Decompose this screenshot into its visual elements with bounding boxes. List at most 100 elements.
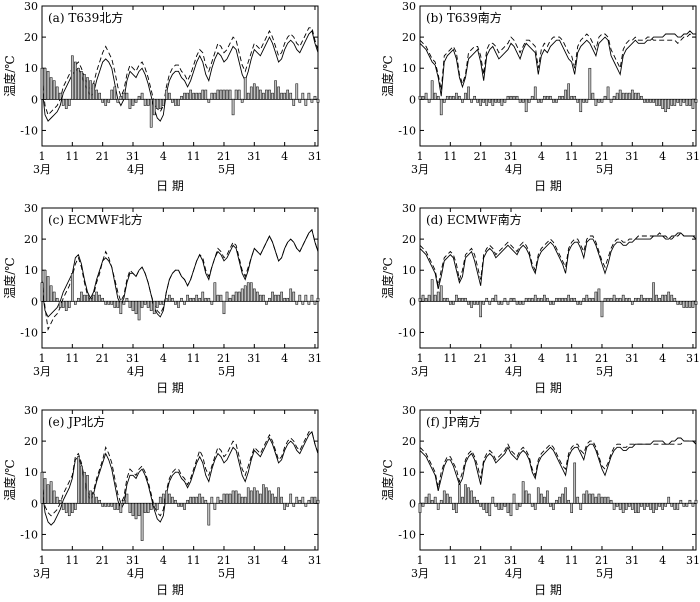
bar-mark xyxy=(430,279,434,302)
y-tick-label: -10 xyxy=(398,528,416,541)
bar-mark xyxy=(461,297,464,302)
bar-mark xyxy=(259,89,262,100)
bar-mark xyxy=(177,99,180,106)
bar-mark xyxy=(64,301,68,311)
bar-mark xyxy=(174,499,177,504)
bar-mark xyxy=(488,301,492,305)
y-tick-label: 30 xyxy=(24,202,38,215)
bar-mark xyxy=(506,301,510,305)
bar-mark xyxy=(140,503,144,541)
bar-mark xyxy=(637,297,640,302)
month-label: 4月 xyxy=(127,365,145,378)
bar-mark xyxy=(271,493,274,504)
bar-mark xyxy=(46,276,50,302)
bar-mark xyxy=(140,92,144,100)
bar-mark xyxy=(110,301,114,305)
bar-mark xyxy=(452,95,455,100)
month-label: 5月 xyxy=(218,365,236,378)
bar-mark xyxy=(527,493,531,504)
bar-mark xyxy=(67,301,71,308)
bar-mark xyxy=(204,89,208,100)
bar-mark xyxy=(171,99,174,103)
bar-mark xyxy=(292,503,296,507)
bar-mark xyxy=(165,490,168,504)
bar-mark xyxy=(552,503,555,510)
bar-mark xyxy=(640,95,643,100)
x-tick-label: 31 xyxy=(247,554,261,567)
bar-mark xyxy=(268,89,271,100)
bar-mark xyxy=(222,493,226,504)
bar-mark xyxy=(527,297,531,302)
bar-mark xyxy=(116,503,120,510)
bar-mark xyxy=(152,503,156,507)
bar-mark xyxy=(673,297,677,302)
bar-mark xyxy=(633,297,637,302)
bar-mark xyxy=(177,301,180,308)
bar-mark xyxy=(546,297,549,302)
bar-mark xyxy=(216,89,220,100)
bar-mark xyxy=(603,95,607,100)
bar-mark xyxy=(533,294,537,302)
bar-mark xyxy=(152,301,156,315)
x-tick-label: 4 xyxy=(659,352,666,365)
bar-mark xyxy=(70,273,74,302)
bar-mark xyxy=(621,294,625,302)
bar-mark xyxy=(58,301,62,308)
bar-mark xyxy=(252,487,256,504)
bar-mark xyxy=(479,301,483,318)
bar-mark xyxy=(216,496,220,504)
bar-mark xyxy=(536,297,540,302)
bar-mark xyxy=(192,92,195,100)
bar-mark xyxy=(600,99,604,103)
bar-mark xyxy=(421,503,425,507)
bar-mark xyxy=(579,503,583,510)
x-tick-label: 4 xyxy=(160,150,167,163)
bar-mark xyxy=(473,496,476,504)
bar-mark xyxy=(289,493,293,504)
bar-mark xyxy=(225,89,229,100)
bar-mark xyxy=(533,503,537,510)
y-axis-label: 温度/℃ xyxy=(2,257,17,298)
bar-mark xyxy=(49,285,53,302)
bar-mark xyxy=(530,503,534,507)
bar-mark xyxy=(292,291,296,302)
bar-mark xyxy=(473,301,476,305)
x-tick-label: 31 xyxy=(625,352,639,365)
bar-mark xyxy=(630,301,634,305)
bar-mark xyxy=(243,285,247,302)
bar-mark xyxy=(530,95,534,100)
bar-mark xyxy=(286,503,290,507)
bar-mark xyxy=(231,99,235,116)
bar-mark xyxy=(427,294,431,302)
bar-mark xyxy=(609,99,613,103)
bar-mark xyxy=(234,89,238,100)
bar-mark xyxy=(521,99,525,103)
bar-mark xyxy=(77,456,80,504)
bar-mark xyxy=(467,487,470,504)
bar-mark xyxy=(252,288,256,302)
bar-mark xyxy=(192,496,195,504)
bar-mark xyxy=(612,294,616,302)
bar-mark xyxy=(310,294,314,302)
bar-mark xyxy=(470,490,473,504)
bar-mark xyxy=(249,490,253,504)
plot-frame xyxy=(419,409,697,551)
bar-mark xyxy=(570,503,573,513)
bar-mark xyxy=(55,86,59,100)
x-tick-label: 4 xyxy=(538,554,545,567)
bar-mark xyxy=(448,95,452,100)
dashed-series-line xyxy=(419,232,696,286)
bar-mark xyxy=(694,499,698,504)
bar-mark xyxy=(155,301,159,308)
y-tick-label: 10 xyxy=(402,466,416,479)
bar-mark xyxy=(295,83,299,100)
bar-mark xyxy=(161,301,165,305)
bar-mark xyxy=(174,301,177,305)
x-tick-label: 11 xyxy=(565,554,579,567)
solid-series-line xyxy=(419,30,696,97)
bar-mark xyxy=(198,92,202,100)
bar-mark xyxy=(439,285,443,302)
bar-mark xyxy=(667,496,671,504)
bar-mark xyxy=(688,99,692,106)
